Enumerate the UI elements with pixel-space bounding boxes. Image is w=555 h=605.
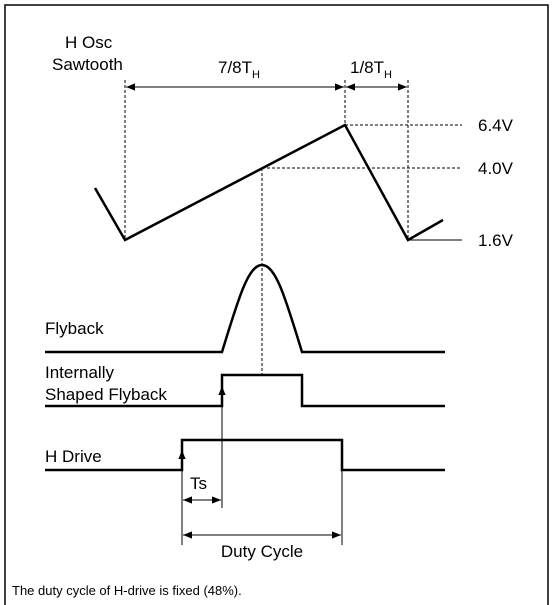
h-drive-wave [45, 438, 445, 472]
shaped-flyback-wave [45, 373, 445, 408]
label: Sawtooth [52, 55, 123, 74]
label: H Osc [65, 33, 113, 52]
label-sub: H [384, 69, 392, 81]
label: 1/8TH [350, 58, 392, 81]
label: Ts [190, 474, 207, 493]
signal-label: Flyback [45, 319, 104, 338]
voltage-label: 1.6V [478, 231, 514, 250]
label-main: 1/8T [350, 58, 384, 77]
label-main: 7/8T [218, 58, 252, 77]
label-sub: H [252, 69, 260, 81]
signal-label: Shaped Flyback [45, 385, 167, 404]
voltage-label: 4.0V [478, 159, 514, 178]
sawtooth-wave [93, 123, 444, 242]
signal-label: H Drive [45, 447, 102, 466]
flyback-wave [45, 263, 445, 354]
label: 7/8TH [218, 58, 260, 81]
frame [4, 4, 549, 605]
voltage-label: 6.4V [478, 116, 514, 135]
label: Duty Cycle [221, 542, 303, 561]
caption: The duty cycle of H-drive is fixed (48%)… [12, 583, 242, 598]
signal-label: Internally [45, 363, 114, 382]
